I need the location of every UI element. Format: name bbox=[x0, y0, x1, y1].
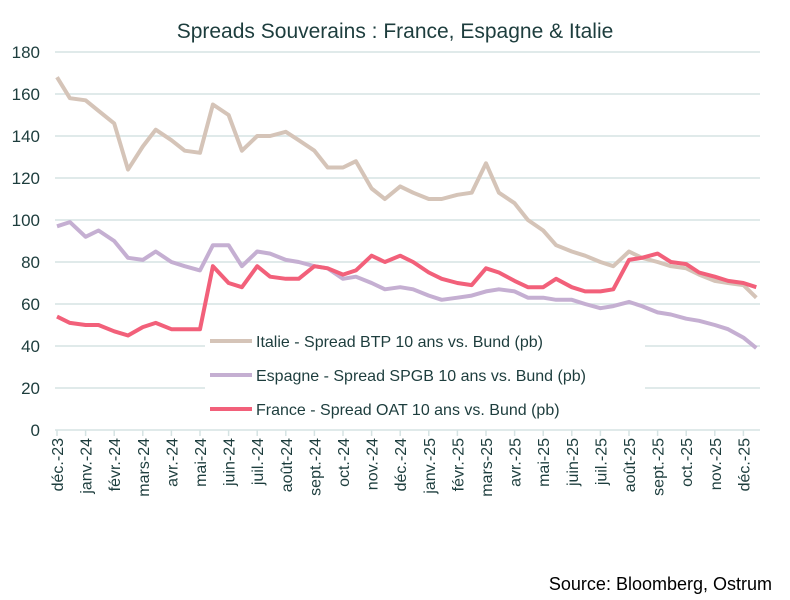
y-axis: 0 20 40 60 80 100 120 140 160 180 bbox=[12, 43, 40, 440]
series-line-france bbox=[56, 251, 757, 338]
x-tick-label: nov.-24 bbox=[365, 438, 382, 490]
x-tick-label: déc.-25 bbox=[736, 438, 753, 491]
series-line-italie bbox=[55, 76, 758, 300]
x-tick-label: juin-25 bbox=[565, 438, 582, 487]
y-tick-label: 80 bbox=[21, 253, 40, 272]
x-tick-label: mai-25 bbox=[536, 438, 553, 487]
x-tick-label: oct.-24 bbox=[336, 438, 353, 487]
y-tick-label: 20 bbox=[21, 379, 40, 398]
y-tick-label: 40 bbox=[21, 337, 40, 356]
series-line-espagne bbox=[56, 220, 758, 350]
x-tick-label: juil.-24 bbox=[250, 438, 267, 486]
x-tick-label: oct.-25 bbox=[679, 438, 696, 487]
x-tick-label: mai-24 bbox=[193, 438, 210, 487]
x-tick-label: mars-25 bbox=[479, 438, 496, 497]
x-tick-label: sept.-24 bbox=[307, 438, 324, 496]
x-tick-label: mars-24 bbox=[136, 438, 153, 497]
y-tick-label: 100 bbox=[12, 211, 40, 230]
source-note: Source: Bloomberg, Ostrum bbox=[549, 574, 772, 594]
x-tick-label: déc.-24 bbox=[393, 438, 410, 491]
y-tick-label: 180 bbox=[12, 43, 40, 62]
x-tick-label: juil.-25 bbox=[593, 438, 610, 486]
x-tick-label: avr.-24 bbox=[164, 438, 181, 487]
x-tick-label: juin-24 bbox=[222, 438, 239, 487]
legend: Italie - Spread BTP 10 ans vs. Bund (pb)… bbox=[205, 328, 645, 422]
x-tick-label: janv.-24 bbox=[79, 438, 96, 495]
x-axis: déc.-23 janv.-24 févr.-24 mars-24 avr.-24 mai… bbox=[50, 429, 760, 497]
x-tick-label: août-24 bbox=[279, 438, 296, 492]
y-tick-label: 160 bbox=[12, 85, 40, 104]
chart-title: Spreads Souverains : France, Espagne & I… bbox=[177, 20, 614, 43]
legend-label: France - Spread OAT 10 ans vs. Bund (pb) bbox=[256, 402, 560, 419]
x-tick-label: déc.-23 bbox=[50, 438, 67, 491]
x-tick-label: nov.-25 bbox=[708, 438, 725, 490]
legend-box bbox=[205, 328, 645, 422]
y-tick-label: 0 bbox=[31, 421, 40, 440]
y-tick-label: 60 bbox=[21, 295, 40, 314]
x-tick-label: janv.-25 bbox=[422, 438, 439, 495]
x-tick-label: août-25 bbox=[622, 438, 639, 492]
x-tick-label: avr.-25 bbox=[508, 438, 525, 487]
x-tick-label: sept.-25 bbox=[651, 438, 668, 496]
y-tick-label: 140 bbox=[12, 127, 40, 146]
x-tick-label: févr.-24 bbox=[107, 438, 124, 491]
legend-label: Italie - Spread BTP 10 ans vs. Bund (pb) bbox=[256, 334, 543, 351]
x-tick-label: févr.-25 bbox=[450, 438, 467, 491]
legend-label: Espagne - Spread SPGB 10 ans vs. Bund (p… bbox=[256, 368, 586, 385]
series-lines bbox=[55, 76, 758, 350]
y-tick-label: 120 bbox=[12, 169, 40, 188]
